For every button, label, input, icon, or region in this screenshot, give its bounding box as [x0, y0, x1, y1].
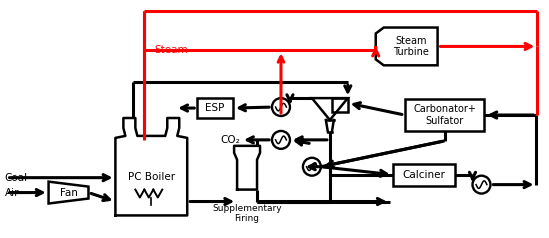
Text: Carbonator+
Sulfator: Carbonator+ Sulfator — [413, 104, 476, 126]
Text: Air: Air — [5, 188, 19, 198]
Text: Steam: Steam — [154, 45, 188, 55]
Bar — [197, 98, 233, 118]
Text: PC Boiler: PC Boiler — [128, 172, 175, 182]
Text: Coal: Coal — [5, 173, 28, 183]
Bar — [332, 98, 348, 112]
Text: Steam
Turbine: Steam Turbine — [393, 36, 429, 57]
Text: Supplementary
Firing: Supplementary Firing — [212, 203, 282, 223]
Bar — [393, 164, 455, 186]
Bar — [405, 99, 484, 131]
Text: CO₂: CO₂ — [220, 135, 240, 145]
Text: ESP: ESP — [205, 103, 225, 113]
Text: Fan: Fan — [60, 188, 77, 198]
Text: Calciner: Calciner — [402, 170, 445, 180]
